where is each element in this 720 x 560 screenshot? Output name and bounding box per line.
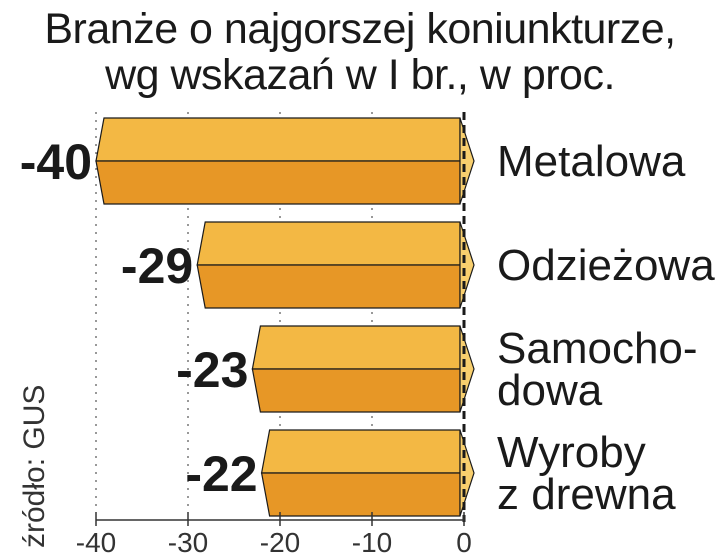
bar-bottom-face [196,264,461,309]
bar-top-face [251,325,461,370]
category-label: Wyroby [497,428,646,477]
x-tick-label: -20 [260,527,300,558]
bar-top-face [95,117,461,162]
bar-tip [459,429,475,517]
category-label: Samocho- [497,324,698,373]
bar-tip [459,117,475,205]
bar-top-face [260,429,461,474]
bar-top-face [196,221,461,266]
bar-bottom-face [251,368,461,413]
category-label: Metalowa [497,137,686,186]
category-label: z drewna [497,470,676,519]
bar-bottom-face [95,160,461,205]
bar-tip [459,221,475,309]
x-tick-label: -40 [76,527,116,558]
category-label: dowa [497,366,603,415]
bar-bottom-face [260,472,461,517]
x-tick-label: 0 [456,527,472,558]
data-label: -23 [176,342,248,398]
source-note: źródło: GUS [18,384,51,548]
x-tick-label: -10 [352,527,392,558]
data-label: -22 [185,446,257,502]
category-label: Odzieżowa [497,241,715,290]
x-tick-label: -30 [168,527,208,558]
data-label: -40 [20,134,92,190]
chart-title-line-1: Branże o najgorszej koniunkturze, [44,5,676,53]
chart-title-line-2: wg wskazań w I br., w proc. [105,51,615,99]
bar-tip [459,325,475,413]
data-label: -29 [121,238,193,294]
